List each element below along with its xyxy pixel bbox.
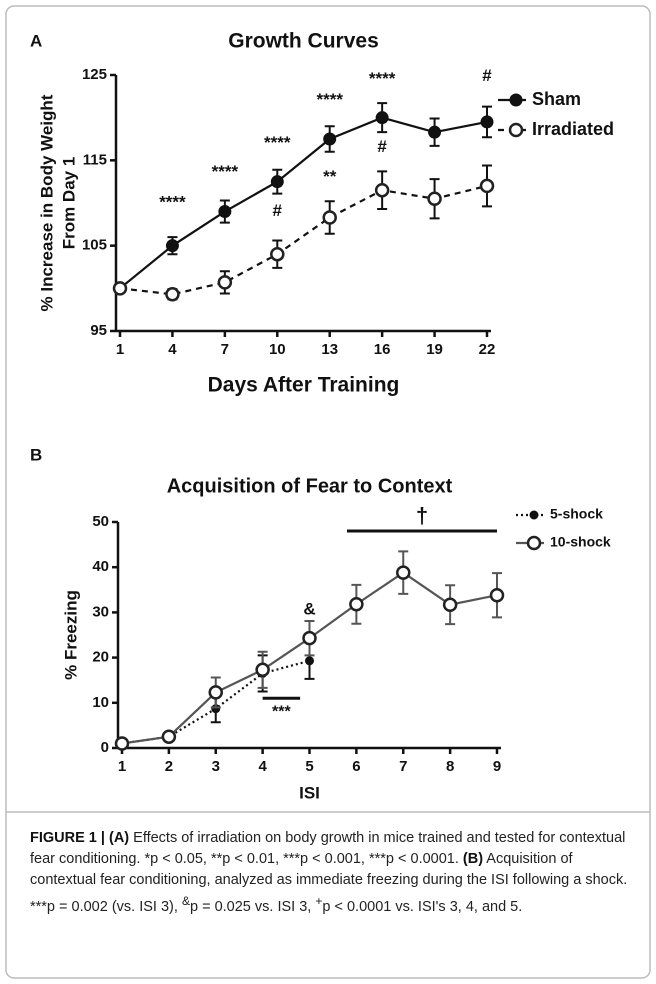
caption-sup: & xyxy=(181,894,190,908)
caption-a: Effects of irradiation on body growth in… xyxy=(30,830,626,867)
x-axis-label: ISI xyxy=(299,783,320,802)
y-tick-label: 20 xyxy=(92,649,109,666)
annotation: # xyxy=(377,137,387,156)
marker xyxy=(165,287,180,302)
x-tick-label: 4 xyxy=(168,341,177,358)
marker xyxy=(509,93,523,107)
marker xyxy=(442,597,458,612)
marker xyxy=(218,205,232,219)
annotation: **** xyxy=(212,162,239,181)
y-tick-label: 105 xyxy=(82,237,107,254)
series-line xyxy=(119,116,488,290)
marker xyxy=(489,587,505,603)
annotation: ** xyxy=(323,167,337,186)
caption-sup: + xyxy=(315,894,323,908)
x-tick-label: 10 xyxy=(269,341,286,358)
marker xyxy=(302,630,317,646)
x-tick-label: 7 xyxy=(221,341,229,358)
y-axis-label: % Increase in Body Weight xyxy=(37,94,56,311)
y-tick-label: 95 xyxy=(90,322,107,339)
marker xyxy=(114,736,130,751)
bracket-label: *** xyxy=(272,703,291,720)
marker xyxy=(349,597,364,612)
x-tick-label: 9 xyxy=(493,758,501,775)
x-tick-label: 22 xyxy=(479,341,496,358)
legend-label: Irradiated xyxy=(532,119,614,139)
marker xyxy=(112,281,128,296)
y-tick-label: 40 xyxy=(92,558,109,575)
marker xyxy=(480,115,494,129)
series-line xyxy=(119,184,488,296)
marker xyxy=(165,239,179,253)
panel-letter: A xyxy=(30,31,42,50)
legend-label: Sham xyxy=(532,89,581,109)
y-tick-label: 125 xyxy=(82,66,107,83)
annotation: **** xyxy=(264,133,291,152)
y-tick-label: 10 xyxy=(92,694,109,711)
x-tick-label: 4 xyxy=(258,758,267,775)
x-tick-label: 2 xyxy=(165,758,173,775)
x-axis-label: Days After Training xyxy=(208,374,400,397)
y-axis-label: % Freezing xyxy=(61,590,80,680)
x-tick-label: 8 xyxy=(446,758,454,775)
marker xyxy=(270,246,285,262)
marker xyxy=(396,565,411,580)
caption-figure: FIGURE 1 | (A) xyxy=(30,830,130,846)
marker xyxy=(161,729,177,744)
x-tick-label: 7 xyxy=(399,758,407,775)
annotation: # xyxy=(273,201,283,220)
x-tick-label: 16 xyxy=(374,341,391,358)
x-tick-label: 1 xyxy=(118,758,126,775)
annotation: & xyxy=(303,600,315,619)
annotation: # xyxy=(482,66,492,85)
chart-title: Acquisition of Fear to Context xyxy=(167,475,453,497)
marker xyxy=(529,510,539,520)
panel-letter: B xyxy=(30,445,42,464)
marker xyxy=(508,122,524,138)
marker xyxy=(375,111,389,125)
marker xyxy=(374,182,390,198)
y-axis-label: From Day 1 xyxy=(59,157,78,250)
x-tick-label: 1 xyxy=(116,341,124,358)
annotation: **** xyxy=(159,192,186,211)
caption-b2: p = 0.025 vs. ISI 3, xyxy=(190,898,316,915)
marker xyxy=(526,535,542,551)
marker xyxy=(305,656,314,666)
y-tick-label: 50 xyxy=(92,513,109,530)
chart-title: Growth Curves xyxy=(228,30,379,53)
caption-b: Acquisition of contextual fear condition… xyxy=(30,851,628,915)
marker xyxy=(255,662,270,678)
marker xyxy=(322,210,337,225)
bracket-label: † xyxy=(416,503,428,528)
legend-label: 5-shock xyxy=(550,506,603,522)
caption-b3: p < 0.0001 vs. ISI's 3, 4, and 5. xyxy=(322,898,523,915)
y-tick-label: 0 xyxy=(101,739,109,756)
caption-b-label: (B) xyxy=(462,851,484,867)
marker xyxy=(323,132,337,146)
marker xyxy=(208,685,223,700)
x-tick-label: 6 xyxy=(352,758,360,775)
marker xyxy=(479,178,495,194)
frame xyxy=(5,5,651,979)
annotation: **** xyxy=(369,69,396,88)
x-tick-label: 5 xyxy=(305,758,313,775)
marker xyxy=(427,191,442,206)
x-tick-label: 13 xyxy=(321,341,338,358)
marker xyxy=(217,275,233,290)
marker xyxy=(428,125,442,139)
annotation: **** xyxy=(316,90,343,109)
legend-label: 10-shock xyxy=(550,534,611,550)
x-tick-label: 19 xyxy=(426,341,443,358)
x-tick-label: 3 xyxy=(212,758,220,775)
marker xyxy=(270,175,284,189)
y-tick-label: 115 xyxy=(83,151,107,168)
y-tick-label: 30 xyxy=(92,603,109,620)
caption: FIGURE 1 | (A) Effects of irradiation on… xyxy=(30,828,630,918)
